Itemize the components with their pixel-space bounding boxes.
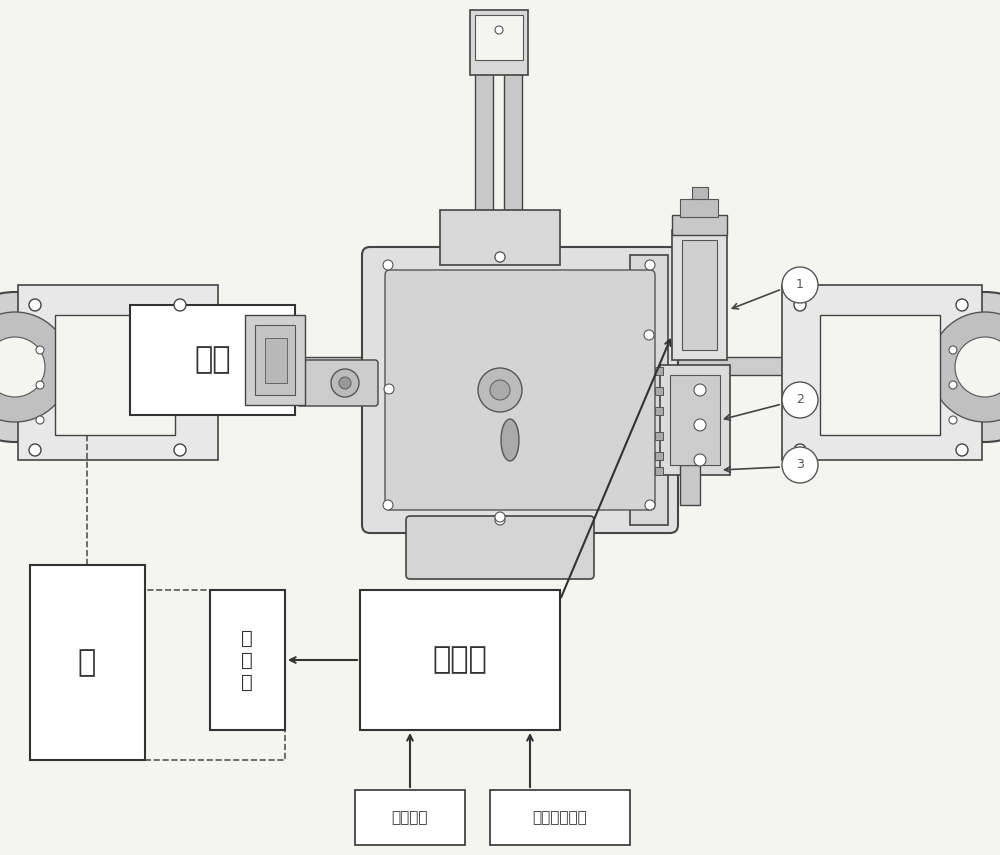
FancyBboxPatch shape [210, 590, 285, 730]
Bar [670, 375, 720, 465]
Text: 制
动
阀: 制 动 阀 [241, 628, 253, 692]
Bar [15, 357, 985, 375]
Bar [672, 230, 727, 360]
Text: 2: 2 [796, 393, 804, 406]
Circle shape [331, 369, 359, 397]
Circle shape [694, 419, 706, 431]
Circle shape [29, 299, 41, 311]
Ellipse shape [501, 419, 519, 461]
Bar [475, 72, 493, 357]
Bar [680, 465, 700, 505]
Text: 马达: 马达 [195, 345, 231, 374]
FancyBboxPatch shape [362, 247, 678, 533]
Bar [655, 387, 663, 395]
Circle shape [782, 382, 818, 418]
Bar [820, 315, 940, 435]
Circle shape [29, 444, 41, 456]
FancyBboxPatch shape [490, 790, 630, 845]
Circle shape [495, 26, 503, 34]
Circle shape [930, 312, 1000, 422]
Circle shape [949, 381, 957, 389]
Bar [245, 315, 305, 405]
Bar [672, 215, 727, 235]
Circle shape [794, 299, 806, 311]
Text: 控制器: 控制器 [433, 646, 487, 675]
Bar [680, 199, 718, 217]
Bar [655, 467, 663, 475]
Circle shape [782, 267, 818, 303]
Circle shape [478, 368, 522, 412]
Bar [655, 367, 663, 375]
FancyBboxPatch shape [297, 360, 378, 406]
Text: 系统其它信息: 系统其它信息 [533, 811, 587, 825]
Circle shape [794, 444, 806, 456]
FancyBboxPatch shape [355, 790, 465, 845]
Circle shape [383, 500, 393, 510]
Bar [265, 338, 287, 383]
Circle shape [495, 252, 505, 262]
Bar [475, 15, 523, 60]
Bar [18, 285, 218, 460]
Text: 1: 1 [796, 279, 804, 292]
Text: 泵: 泵 [78, 648, 96, 677]
FancyBboxPatch shape [130, 305, 295, 415]
FancyBboxPatch shape [406, 516, 594, 579]
Bar [504, 72, 522, 357]
Circle shape [495, 512, 505, 522]
Circle shape [645, 500, 655, 510]
Bar [655, 452, 663, 460]
Bar [655, 407, 663, 415]
Circle shape [955, 337, 1000, 397]
Circle shape [0, 292, 90, 442]
Circle shape [645, 260, 655, 270]
Circle shape [0, 312, 70, 422]
Bar [655, 432, 663, 440]
Circle shape [956, 444, 968, 456]
Circle shape [36, 381, 44, 389]
Circle shape [644, 330, 654, 340]
FancyBboxPatch shape [360, 590, 560, 730]
Circle shape [36, 346, 44, 354]
Text: 3: 3 [796, 458, 804, 471]
FancyBboxPatch shape [385, 270, 655, 510]
Bar [470, 10, 528, 75]
Bar [255, 325, 295, 395]
Bar [55, 315, 175, 435]
Circle shape [956, 299, 968, 311]
Bar [440, 210, 560, 265]
Circle shape [910, 292, 1000, 442]
Bar [475, 72, 493, 357]
Circle shape [949, 416, 957, 424]
Circle shape [36, 416, 44, 424]
Circle shape [694, 454, 706, 466]
Bar [692, 187, 708, 199]
Bar [630, 255, 668, 525]
Circle shape [495, 515, 505, 525]
Circle shape [383, 260, 393, 270]
Bar [660, 365, 730, 475]
Circle shape [339, 377, 351, 389]
Bar [682, 240, 717, 350]
Circle shape [174, 444, 186, 456]
Circle shape [495, 252, 505, 262]
Circle shape [782, 447, 818, 483]
Circle shape [694, 384, 706, 396]
Bar [782, 285, 982, 460]
Circle shape [384, 384, 394, 394]
Circle shape [0, 337, 45, 397]
Text: 换档信号: 换档信号 [392, 811, 428, 825]
Circle shape [490, 380, 510, 400]
Circle shape [174, 299, 186, 311]
FancyBboxPatch shape [30, 565, 145, 760]
Circle shape [949, 346, 957, 354]
